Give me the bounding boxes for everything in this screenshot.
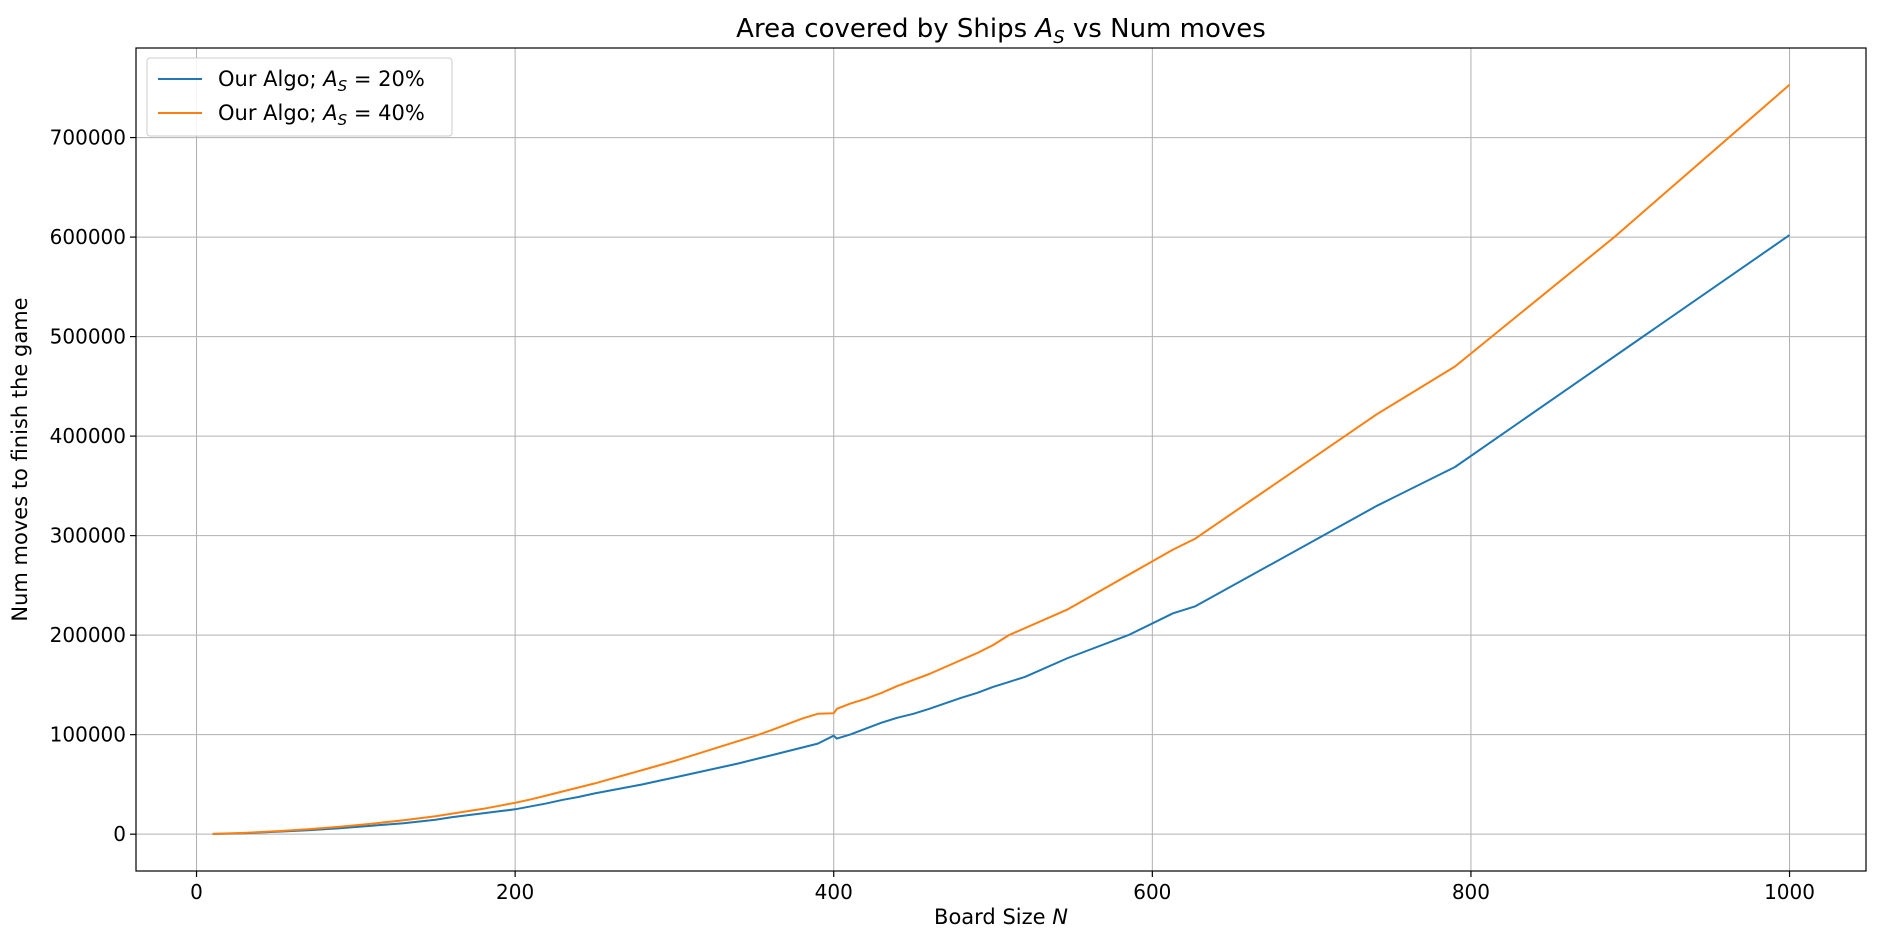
legend-label-series-2: Our Algo; AS = 40% bbox=[218, 101, 425, 129]
y-tick-label: 500000 bbox=[50, 325, 126, 349]
x-tick-label: 800 bbox=[1452, 880, 1490, 904]
y-tick-label: 700000 bbox=[50, 126, 126, 150]
series-line-1 bbox=[212, 234, 1791, 835]
x-tick-label: 600 bbox=[1133, 880, 1171, 904]
legend-box bbox=[146, 57, 453, 137]
y-axis-label: Num moves to finish the game bbox=[8, 297, 32, 621]
legend-label-series-1: Our Algo; AS = 20% bbox=[218, 67, 425, 95]
y-tick-label: 300000 bbox=[50, 524, 126, 548]
grid-lines bbox=[136, 48, 1866, 871]
legend: Our Algo; AS = 20% Our Algo; AS = 40% bbox=[146, 57, 453, 137]
series-line-2 bbox=[212, 84, 1791, 835]
x-tick-label: 1000 bbox=[1764, 880, 1815, 904]
x-axis-label: Board Size N bbox=[934, 905, 1068, 929]
series-lines bbox=[212, 84, 1791, 835]
x-tick-label: 0 bbox=[190, 880, 203, 904]
chart-title: Area covered by Ships AS vs Num moves bbox=[736, 14, 1266, 48]
y-tick-label: 400000 bbox=[50, 424, 126, 448]
axis-ticks: 0 200 400 600 800 1000 0 100000 200000 300000 4000… bbox=[50, 126, 1815, 904]
x-tick-label: 200 bbox=[496, 880, 534, 904]
x-tick-label: 400 bbox=[815, 880, 853, 904]
plot-area-frame bbox=[135, 47, 1867, 872]
y-tick-label: 0 bbox=[113, 822, 126, 846]
y-tick-label: 600000 bbox=[50, 225, 126, 249]
y-tick-label: 200000 bbox=[50, 623, 126, 647]
y-tick-label: 100000 bbox=[50, 723, 126, 747]
